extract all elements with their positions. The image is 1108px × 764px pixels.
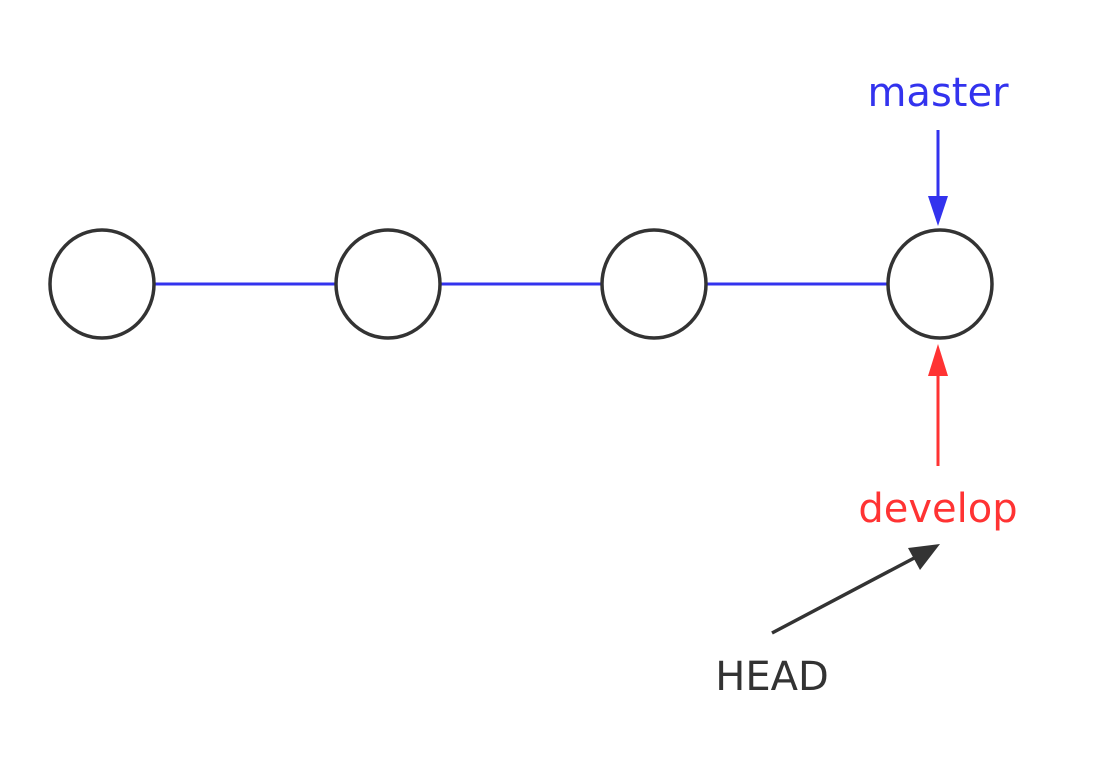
develop-arrow <box>928 344 948 466</box>
head-label: HEAD <box>715 654 829 700</box>
master-label: master <box>867 70 1009 116</box>
develop-label: develop <box>858 486 1017 532</box>
master-arrow <box>928 130 948 226</box>
commit-node-1 <box>48 228 156 340</box>
commit-node-3 <box>600 228 708 340</box>
commit-node-4 <box>886 228 994 340</box>
commit-node-2 <box>334 228 442 340</box>
head-arrow <box>771 544 940 635</box>
